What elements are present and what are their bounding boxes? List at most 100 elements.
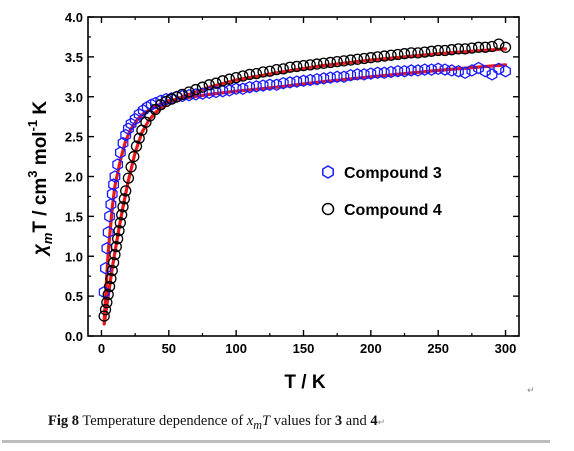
compound-3-point [358, 68, 370, 81]
compound-4-point [210, 77, 222, 89]
compound-4-point [493, 38, 505, 50]
compound-4-point [183, 86, 195, 98]
chart: 0 50 100 150 200 250 300 0.0 0.5 1.0 1.5 2.0 2.5 3.0 3… [25, 10, 520, 393]
compound-3-point [277, 76, 289, 90]
compound-4-point [338, 55, 350, 67]
compound-4-point [109, 249, 121, 261]
compound-4-point [446, 44, 458, 56]
compound-3-point [224, 84, 235, 97]
compound-4-point [358, 52, 370, 65]
compound-4-point [425, 45, 438, 57]
x-tick-label: 250 [427, 341, 449, 356]
compound-4-point [190, 83, 202, 96]
caption-var-t: T [262, 413, 271, 429]
y-label-part: T / cm [30, 178, 51, 233]
compound-4-point [365, 52, 377, 64]
compound-3-point [426, 63, 437, 76]
legend-label: Compound 4 [344, 202, 442, 219]
compound-3-point [237, 82, 249, 96]
caption-label: Fig 8 [48, 413, 80, 429]
compound-4-point [125, 161, 137, 173]
compound-4-point [165, 93, 178, 105]
compound-3-point [203, 86, 215, 100]
compound-3-point [271, 78, 282, 92]
compound-3-point [345, 68, 357, 82]
compound-4-point [291, 60, 303, 73]
compound-3-point [311, 72, 323, 86]
plot-frame [87, 16, 520, 337]
y-tick-label: 3.0 [65, 90, 83, 105]
compound-4-point [419, 46, 431, 58]
compound-4-point [412, 47, 424, 59]
compound-3-point [439, 63, 451, 76]
y-tick-label: 3.5 [65, 50, 83, 65]
compound-4-point [324, 56, 337, 69]
compound-3-point [338, 70, 350, 84]
compound-3-point [104, 210, 115, 223]
return-mark-icon: ↵ [377, 418, 386, 428]
compound-4-point [344, 54, 357, 66]
plot-axes [87, 16, 520, 337]
compound-4-point [311, 58, 323, 70]
compound-4-point [486, 40, 498, 53]
fit-curve-1 [102, 63, 508, 324]
compound-4-point [107, 256, 120, 269]
y-label-part: m [40, 232, 55, 244]
compound-4-point [160, 95, 172, 108]
compound-3-point [244, 80, 256, 94]
data-markers [98, 38, 512, 322]
compound-3-point [197, 87, 208, 100]
y-label-part: mol [30, 131, 51, 170]
compound-4-point [120, 185, 132, 197]
divider [2, 440, 550, 443]
compound-3-point [155, 94, 167, 107]
tick-labels: 0 50 100 150 200 250 300 0.0 0.5 1.0 1.5 2.0 2.5 3.0 3… [65, 10, 516, 356]
compound-4-point [117, 201, 129, 213]
compound-3-point [133, 108, 145, 121]
compound-3-point [372, 66, 383, 80]
compound-4-point [230, 71, 242, 84]
compound-4-point [155, 99, 167, 111]
compound-4-point [105, 272, 117, 285]
caption-text-1: Temperature dependence of [79, 413, 247, 429]
compound-4-point [270, 63, 283, 76]
compound-3-point [291, 75, 303, 88]
compound-3-point [351, 68, 363, 81]
x-tick-label: 300 [495, 341, 517, 356]
compound-4-point [284, 61, 296, 73]
compound-3-point [129, 112, 141, 126]
caption-var-subscript: m [253, 417, 262, 432]
compound-3-point [264, 78, 276, 92]
compound-4-point [459, 43, 471, 55]
compound-3-point [378, 66, 390, 80]
compound-4-point [243, 68, 256, 81]
compound-4-point [499, 41, 512, 53]
y-label-part: K [30, 101, 51, 120]
compound-4-point [111, 233, 124, 245]
compound-4-point [237, 70, 249, 82]
caption-compound-3: 3 [334, 413, 343, 429]
compound-3-point [257, 79, 269, 92]
compound-4-point [297, 59, 310, 72]
compound-3-point [122, 122, 134, 135]
compound-3-point [500, 64, 511, 78]
compound-3-point [399, 64, 410, 78]
legend-marker-compound-4 [321, 202, 335, 216]
fit-curve-2 [102, 47, 508, 326]
compound-3-point [405, 64, 417, 77]
compound-4-point [114, 217, 126, 229]
compound-4-point [223, 73, 236, 85]
compound-4-point [472, 41, 485, 53]
compound-4-point [140, 116, 152, 128]
compound-4-point [405, 47, 417, 59]
compound-3-point [486, 68, 498, 81]
fit-curves [102, 47, 508, 326]
x-tick-label: 100 [225, 341, 247, 356]
x-tick-label: 50 [162, 341, 176, 356]
compound-3-point [392, 64, 404, 78]
compound-3-point [102, 226, 114, 239]
compound-3-point [473, 61, 485, 75]
return-mark-icon-2: ↵ [527, 386, 535, 396]
y-label-part: 3 [25, 170, 40, 177]
compound-3-point [112, 158, 124, 171]
